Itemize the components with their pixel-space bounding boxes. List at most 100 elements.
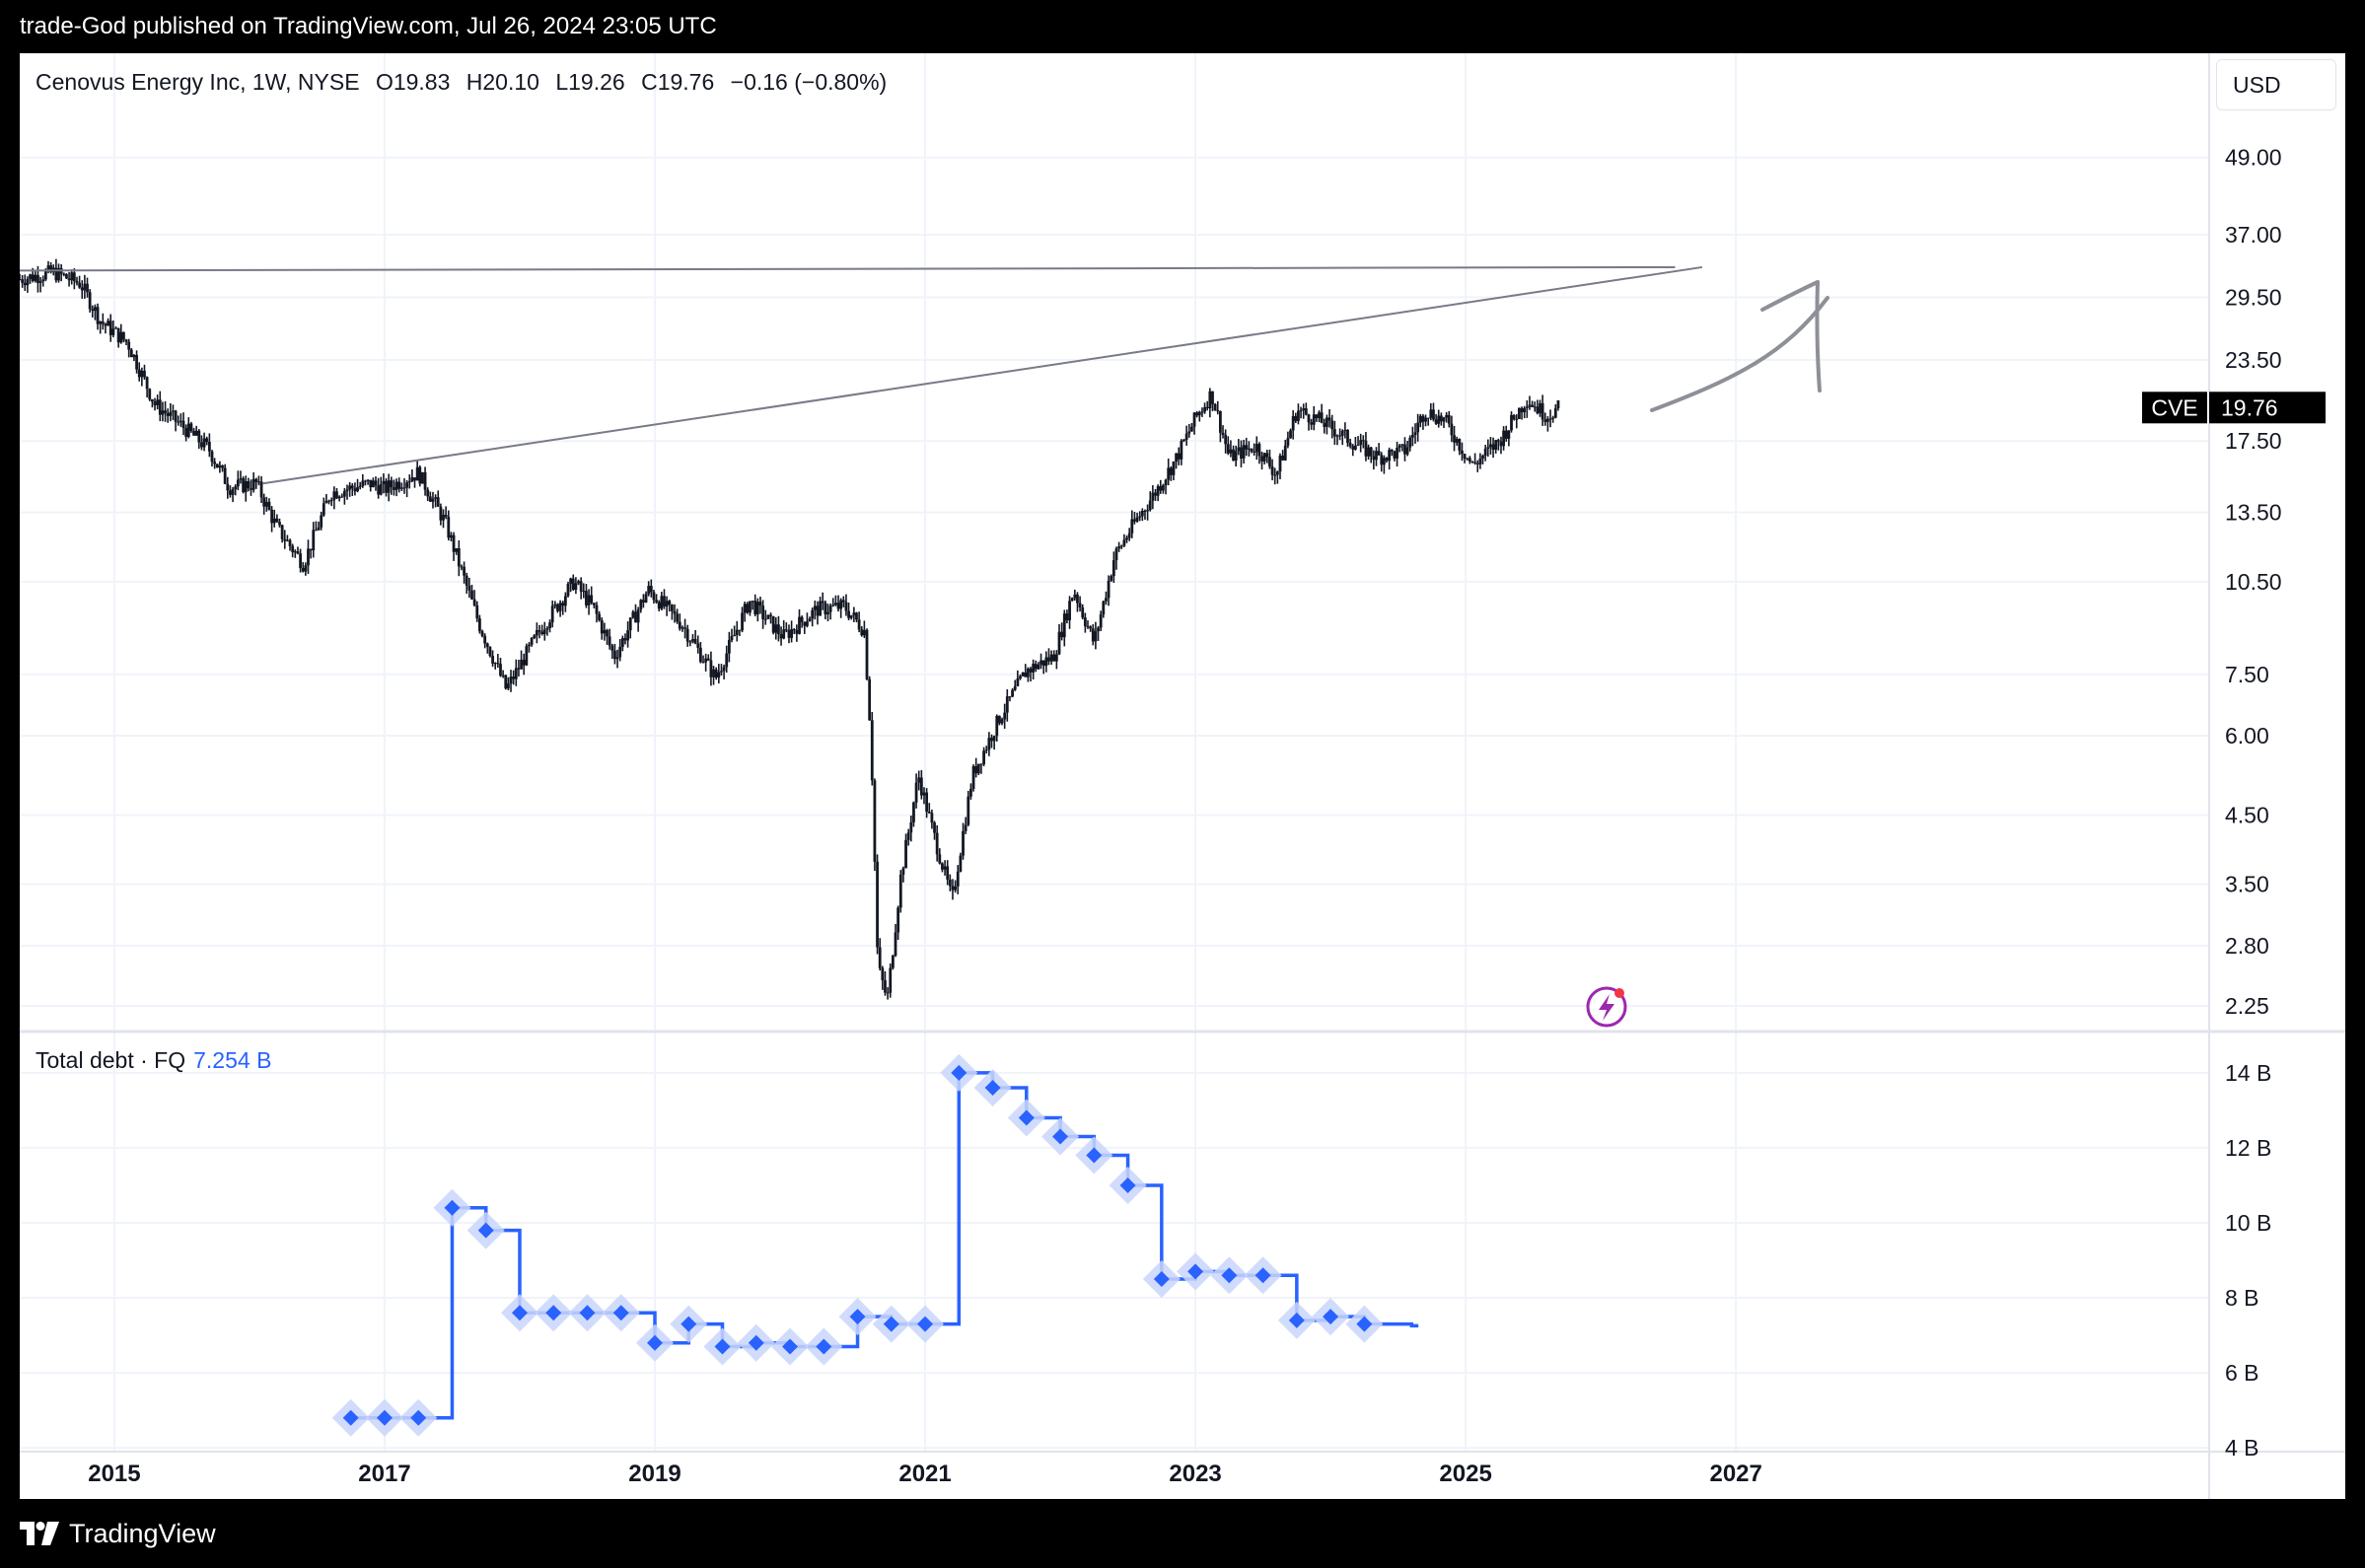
price-candle bbox=[808, 616, 812, 622]
price-candle bbox=[348, 481, 352, 497]
price-candle bbox=[1473, 453, 1477, 465]
rising-trendline[interactable] bbox=[262, 265, 1703, 485]
candle-body bbox=[62, 273, 66, 275]
price-candle bbox=[553, 601, 557, 609]
candle-body bbox=[976, 763, 980, 774]
price-candle bbox=[886, 987, 890, 1000]
candle-body bbox=[1097, 627, 1100, 632]
candle-body bbox=[979, 763, 983, 765]
candle-body bbox=[496, 663, 500, 665]
price-candle bbox=[1499, 436, 1503, 455]
price-candle bbox=[959, 852, 963, 873]
candle-body bbox=[259, 481, 263, 498]
price-candle bbox=[477, 614, 481, 634]
price-candle bbox=[569, 577, 573, 593]
candle-body bbox=[150, 399, 154, 402]
candle-body bbox=[57, 267, 60, 281]
candle-body bbox=[828, 606, 832, 612]
price-candle bbox=[984, 746, 988, 754]
price-candle bbox=[819, 597, 822, 616]
candle-body bbox=[1351, 446, 1355, 450]
candle-body bbox=[1114, 548, 1118, 561]
candle-body bbox=[288, 539, 292, 546]
candle-body bbox=[613, 650, 616, 660]
price-candle bbox=[1304, 402, 1308, 416]
candle-body bbox=[1184, 433, 1188, 441]
price-candle bbox=[860, 626, 864, 637]
candle-body bbox=[96, 307, 100, 324]
price-candle bbox=[1520, 406, 1524, 420]
candle-body bbox=[1081, 607, 1085, 618]
price-candle bbox=[1041, 660, 1045, 675]
price-candle bbox=[741, 606, 744, 633]
horizontal-trendline[interactable] bbox=[20, 265, 1676, 272]
price-candle bbox=[314, 521, 318, 532]
candle-body bbox=[730, 636, 734, 640]
price-candle bbox=[1545, 415, 1549, 432]
snapshot-icon-wrap[interactable] bbox=[1586, 986, 1627, 1028]
candle-body bbox=[935, 832, 939, 855]
currency-button[interactable]: USD bbox=[2216, 59, 2336, 110]
candle-body bbox=[600, 619, 604, 634]
candle-body bbox=[1138, 516, 1142, 518]
symbol-legend[interactable]: Cenovus Energy Inc, 1W, NYSE O19.83 H20.… bbox=[36, 69, 896, 96]
chart-frame[interactable]: 49.00 37.00 29.50 23.50 17.50 13.50 10.50 7.50 6… bbox=[20, 53, 2345, 1499]
debt-point bbox=[545, 1305, 562, 1321]
chart-canvas[interactable]: 49.00 37.00 29.50 23.50 17.50 13.50 10.50 7.50 6… bbox=[20, 53, 2345, 1499]
price-candle bbox=[730, 628, 734, 643]
arrow-head[interactable] bbox=[1760, 280, 1822, 392]
candle-body bbox=[493, 663, 497, 665]
tradingview-logo[interactable]: TradingView bbox=[20, 1517, 216, 1550]
price-candle bbox=[738, 629, 742, 636]
hand-drawn-arrow[interactable] bbox=[1650, 296, 1829, 412]
candle-body bbox=[1418, 415, 1422, 423]
debt-point bbox=[1052, 1128, 1069, 1145]
axes[interactable]: 49.00 37.00 29.50 23.50 17.50 13.50 10.50 7.50 6… bbox=[20, 53, 2345, 1499]
candle-body bbox=[1275, 471, 1279, 475]
debt-point bbox=[1288, 1312, 1305, 1328]
price-candle bbox=[1062, 609, 1066, 647]
trendline-drawings[interactable] bbox=[20, 265, 1829, 485]
price-candle bbox=[1398, 444, 1401, 453]
price-candle bbox=[1245, 437, 1249, 457]
candle-body bbox=[250, 488, 252, 490]
price-candle bbox=[460, 564, 464, 571]
candle-body bbox=[833, 603, 837, 606]
price-candle bbox=[1447, 410, 1451, 428]
candle-body bbox=[1197, 411, 1201, 416]
candle-body bbox=[1323, 422, 1326, 427]
price-candle bbox=[1205, 400, 1209, 411]
price-candle bbox=[1468, 456, 1471, 464]
low-value: L19.26 bbox=[555, 69, 625, 95]
price-candle bbox=[463, 561, 466, 584]
price-candle bbox=[1052, 650, 1056, 662]
candle-body bbox=[31, 274, 35, 281]
candle-body bbox=[393, 487, 395, 490]
price-candle bbox=[948, 874, 952, 891]
candle-body bbox=[356, 487, 359, 492]
price-candle bbox=[535, 622, 538, 644]
candle-body bbox=[746, 604, 750, 613]
candle-body bbox=[307, 548, 310, 566]
candle-body bbox=[488, 646, 492, 657]
price-tick-label: 7.50 bbox=[2225, 662, 2269, 687]
price-candle bbox=[636, 606, 640, 632]
candle-body bbox=[1237, 447, 1241, 452]
debt-point bbox=[477, 1222, 494, 1239]
candle-body bbox=[657, 602, 661, 609]
price-candle bbox=[1250, 448, 1254, 454]
price-candle bbox=[114, 325, 117, 329]
price-candle bbox=[884, 970, 887, 996]
price-candle bbox=[161, 401, 165, 422]
price-candle bbox=[753, 594, 757, 617]
price-candle bbox=[1556, 399, 1560, 411]
earnings-lightning-icon[interactable] bbox=[1586, 986, 1627, 1028]
candle-body bbox=[967, 796, 970, 825]
price-candle bbox=[566, 581, 570, 598]
indicator-legend[interactable]: Total debt · FQ 7.254 B bbox=[36, 1047, 271, 1074]
price-candle bbox=[332, 486, 336, 510]
price-candle bbox=[769, 612, 772, 624]
price-candle bbox=[307, 539, 310, 574]
price-candle bbox=[312, 522, 316, 558]
price-candle bbox=[65, 273, 68, 279]
